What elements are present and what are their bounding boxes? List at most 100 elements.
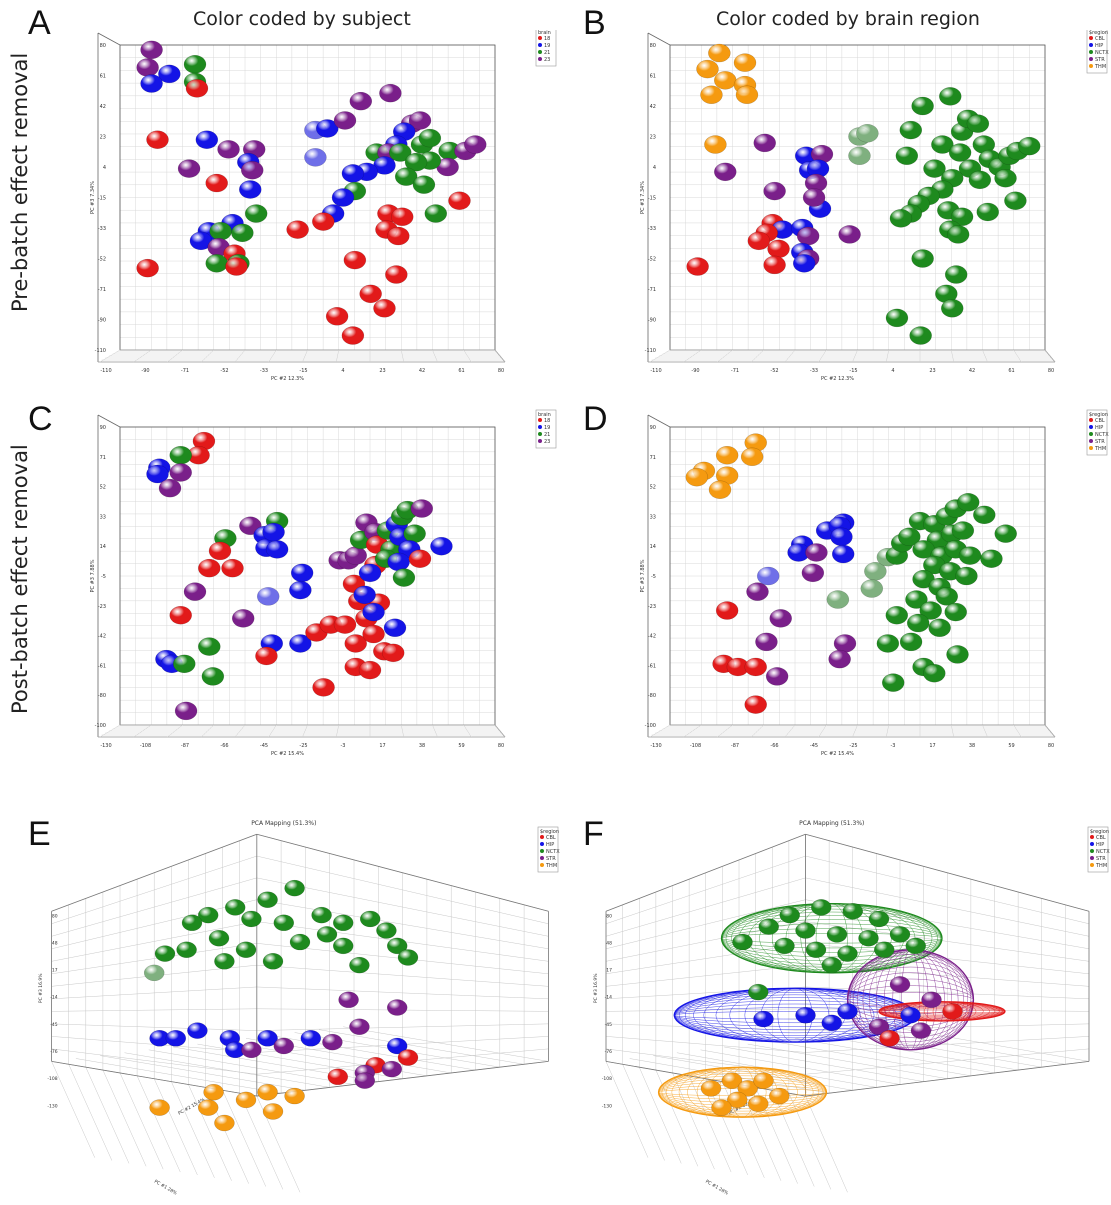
chart-b-x-tick: -33 — [810, 368, 818, 374]
chart-e-wall-grid — [51, 943, 257, 975]
chart-e-floor-grid — [100, 1055, 306, 1091]
chart-a-point-2 — [158, 64, 181, 84]
chart-b-y-label: PC #3 7.34% — [640, 181, 646, 214]
chart-f-ellipsoid-mesh — [878, 1009, 1006, 1013]
chart-f-point-25 — [910, 1022, 932, 1039]
chart-e-point-15 — [154, 945, 176, 962]
chart-f-floor-grid — [772, 1090, 815, 1187]
chart-a-point-32 — [333, 111, 357, 130]
chart-b-legend-label-cbl: CBL — [1095, 36, 1105, 42]
chart-d-y-tick: 52 — [650, 485, 656, 491]
chart-c-legend-label-19: 19 — [544, 425, 550, 431]
chart-e-wall-grid — [256, 899, 549, 950]
chart-e-point-5 — [241, 910, 262, 928]
chart-e-legend-label-cbl: CBL — [546, 835, 556, 841]
chart-e-floor-grid — [136, 1075, 181, 1173]
chart-b-point-2 — [696, 59, 719, 79]
chart-e-floor-grid — [119, 1072, 164, 1170]
chart-c-legend-dot-18 — [538, 418, 542, 422]
chart-e-wall-grid — [256, 964, 549, 987]
chart-f-floor-grid — [865, 1029, 1066, 1065]
column-title-region: Color coded by brain region — [716, 8, 980, 30]
chart-a-x-tick: -90 — [141, 368, 149, 374]
chart-e-floor-grid — [75, 1058, 282, 1094]
chart-e-floor-grid — [188, 1084, 232, 1181]
chart-f-point-5 — [795, 922, 816, 939]
chart-c-x-tick: -45 — [260, 743, 268, 749]
chart-c-y-label: PC #3 7.88% — [90, 559, 96, 592]
chart-c-x-tick: -108 — [140, 743, 151, 749]
chart-d-floor-grid-d — [886, 724, 889, 738]
chart-f: PCA Mapping (51.3%) 80 48 17 -14 -45 -76 -108 -1… — [593, 820, 1110, 1197]
chart-c-legend-dot-21 — [538, 432, 542, 436]
chart-a-point-13 — [240, 160, 264, 180]
chart-a-point-41 — [389, 143, 412, 162]
chart-d-point-13 — [765, 667, 789, 686]
chart-e-legend-dot-cbl — [540, 835, 544, 839]
chart-b-point-23 — [747, 231, 771, 251]
chart-c-point-70 — [383, 618, 407, 638]
chart-d-floor-grid-d — [982, 724, 988, 738]
chart-b-floor-grid-d — [1044, 349, 1056, 363]
chart-f-floor-grid — [771, 1040, 971, 1077]
chart-a-x-label: PC #2 12.3% — [271, 376, 304, 382]
chart-b-point-32 — [856, 124, 879, 143]
chart-b-point-51 — [994, 168, 1017, 188]
chart-b-legend-box — [1086, 30, 1108, 74]
chart-e-point-50 — [257, 1083, 278, 1101]
chart-e-wall-grid — [51, 877, 257, 937]
chart-e-wall-grid — [51, 1023, 257, 1031]
chart-e-box-edge — [51, 833, 257, 912]
chart-f-y-tick: -14 — [605, 995, 612, 1001]
chart-c-point-4 — [169, 445, 192, 465]
chart-d-side-edge-top — [647, 414, 671, 428]
chart-f-floor-grid — [805, 1095, 848, 1193]
chart-b-y-tick: 42 — [650, 104, 656, 110]
chart-d-y-tick: 90 — [650, 425, 656, 431]
chart-b-point-39 — [931, 135, 954, 154]
chart-a-floor-grid-d — [268, 349, 277, 363]
chart-b-legend-dot-cbl — [1089, 36, 1093, 40]
chart-d-y-tick: -42 — [648, 634, 656, 640]
chart-f-floor-grid — [788, 1093, 832, 1190]
chart-f-y-tick: -130 — [602, 1103, 612, 1109]
chart-e-legend-dot-str — [540, 856, 544, 860]
chart-b-floor-grid-d — [1013, 349, 1022, 363]
chart-a-x-tick: 23 — [379, 368, 385, 374]
chart-d-y-tick: -61 — [648, 663, 656, 669]
chart-b-point-52 — [968, 170, 992, 190]
chart-e-point-32 — [273, 1037, 295, 1055]
chart-a-point-30 — [315, 119, 339, 138]
chart-d-point-11 — [744, 695, 767, 714]
chart-e-floor-grid — [222, 1090, 267, 1187]
chart-d-y-tick: -100 — [645, 723, 656, 729]
chart-e-point-36 — [386, 999, 408, 1016]
chart-f-legend-label-str: STR — [1096, 856, 1106, 862]
chart-b-legend-title: $region — [1089, 30, 1108, 36]
chart-d-point-46 — [958, 546, 982, 565]
chart-b-y-tick: 80 — [650, 43, 656, 49]
chart-c-legend-dot-19 — [538, 425, 542, 429]
chart-e-point-7 — [311, 906, 332, 924]
chart-d-x-tick: 80 — [1048, 743, 1054, 749]
chart-e-point-51 — [284, 1087, 305, 1105]
chart-d-floor-grid-d — [1013, 724, 1022, 738]
chart-d-point-4 — [685, 467, 709, 487]
chart-f-point-23 — [921, 991, 942, 1009]
chart-d-point-26 — [826, 590, 850, 609]
chart-f-wall-grid — [605, 855, 806, 924]
chart-b-floor-grid-d — [852, 349, 858, 363]
chart-e-point-20 — [214, 953, 235, 970]
chart-a-y-tick: 42 — [100, 104, 106, 110]
chart-c-point-64 — [408, 549, 432, 568]
chart-a-point-69 — [325, 307, 349, 326]
chart-b-point-28 — [763, 255, 786, 275]
chart-e-point-29 — [300, 1030, 322, 1047]
chart-a-point-33 — [349, 91, 373, 111]
chart-a-y-tick: -110 — [95, 348, 106, 354]
chart-a-legend-dot-19 — [538, 43, 542, 47]
chart-c-point-43 — [312, 678, 335, 697]
chart-c-x-tick: -87 — [181, 743, 189, 749]
chart-d-point-12 — [755, 632, 778, 652]
chart-b-floor-grid-d — [717, 349, 733, 363]
